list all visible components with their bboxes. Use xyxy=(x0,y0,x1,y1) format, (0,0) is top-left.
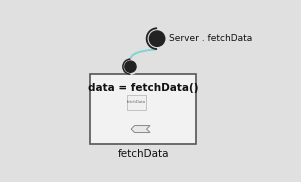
FancyBboxPatch shape xyxy=(126,95,146,110)
Circle shape xyxy=(147,28,167,49)
Text: fetchData: fetchData xyxy=(127,100,146,104)
Text: data = fetchData(): data = fetchData() xyxy=(88,83,198,93)
FancyBboxPatch shape xyxy=(90,74,196,144)
Text: Server . fetchData: Server . fetchData xyxy=(169,34,253,43)
Circle shape xyxy=(125,61,136,72)
Circle shape xyxy=(123,59,138,74)
Text: fetchData: fetchData xyxy=(117,149,169,159)
Circle shape xyxy=(149,31,165,46)
Polygon shape xyxy=(131,126,150,132)
